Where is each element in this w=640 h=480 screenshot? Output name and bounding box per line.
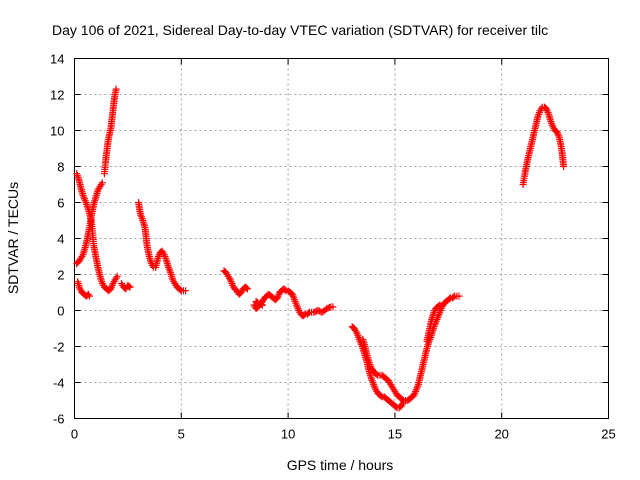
data-point bbox=[300, 311, 308, 319]
data-point bbox=[257, 300, 265, 308]
x-axis-label: GPS time / hours bbox=[287, 457, 394, 473]
y-tick-label: 4 bbox=[57, 232, 64, 247]
y-tick-label: 0 bbox=[57, 304, 64, 319]
y-tick-label: -4 bbox=[53, 376, 65, 391]
y-tick-label: -6 bbox=[53, 412, 65, 427]
y-axis-label: SDTVAR / TECUs bbox=[5, 182, 21, 294]
data-point bbox=[377, 392, 385, 400]
data-point bbox=[74, 173, 82, 181]
data-point bbox=[176, 286, 184, 294]
data-point bbox=[113, 272, 121, 280]
x-tick-label: 5 bbox=[178, 427, 185, 442]
data-point bbox=[258, 301, 266, 309]
data-point bbox=[242, 284, 250, 292]
data-point bbox=[85, 292, 93, 300]
data-point bbox=[450, 293, 458, 301]
data-point bbox=[398, 396, 406, 404]
data-point bbox=[253, 298, 261, 306]
y-axis-ticks: -6 -4 -2 0 2 4 6 8 10 12 14 bbox=[50, 52, 609, 427]
y-tick-label: -2 bbox=[53, 340, 65, 355]
y-tick-label: 8 bbox=[57, 160, 64, 175]
data-point bbox=[182, 287, 190, 295]
y-tick-label: 10 bbox=[50, 124, 64, 139]
data-point bbox=[329, 303, 337, 311]
y-tick-label: 12 bbox=[50, 88, 64, 103]
x-tick-label: 15 bbox=[388, 427, 402, 442]
data-point bbox=[455, 292, 463, 300]
data-point bbox=[373, 370, 381, 378]
data-points bbox=[73, 85, 568, 412]
data-point bbox=[281, 286, 289, 294]
data-point bbox=[138, 215, 146, 223]
y-tick-label: 6 bbox=[57, 196, 64, 211]
x-tick-label: 20 bbox=[494, 427, 508, 442]
x-tick-label: 0 bbox=[71, 427, 78, 442]
y-tick-label: 14 bbox=[50, 52, 64, 67]
x-axis-ticks: 0 5 10 15 20 25 bbox=[71, 58, 616, 442]
x-tick-label: 25 bbox=[601, 427, 615, 442]
chart-title: Day 106 of 2021, Sidereal Day-to-day VTE… bbox=[52, 22, 548, 38]
y-tick-label: 2 bbox=[57, 268, 64, 283]
data-point bbox=[125, 282, 133, 290]
data-point bbox=[98, 179, 106, 187]
data-point bbox=[244, 285, 252, 293]
data-point bbox=[126, 283, 134, 291]
data-point bbox=[304, 309, 312, 317]
grid-lines bbox=[74, 58, 609, 419]
data-point bbox=[112, 85, 120, 93]
data-point bbox=[445, 295, 453, 303]
data-point bbox=[560, 163, 568, 170]
x-tick-label: 10 bbox=[281, 427, 295, 442]
